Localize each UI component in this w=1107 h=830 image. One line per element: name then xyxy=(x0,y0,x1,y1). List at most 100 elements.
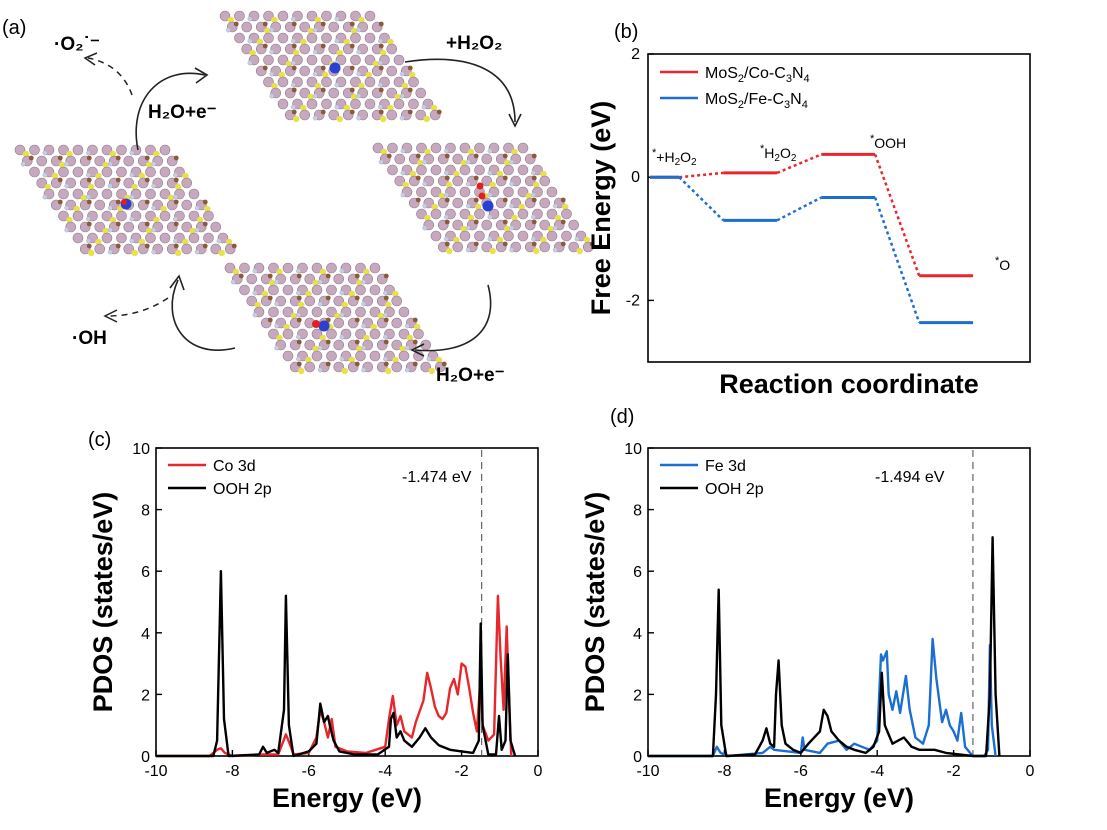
s-atom xyxy=(409,71,416,79)
mo-atom xyxy=(326,284,337,296)
panel-b-plot-area xyxy=(650,152,974,325)
s-atom xyxy=(278,71,285,79)
pdos-series-1 xyxy=(648,637,997,758)
c-atom xyxy=(325,339,331,345)
panel-a-label: (a) xyxy=(2,17,26,39)
mo-atom xyxy=(517,230,529,242)
mo-atom xyxy=(386,43,398,55)
c-atom xyxy=(473,197,479,203)
n-atom xyxy=(334,38,340,44)
mo-atom xyxy=(241,21,253,33)
x-tick-label: -4 xyxy=(378,763,392,780)
s-atom xyxy=(414,323,421,331)
c-atom xyxy=(560,219,566,225)
c-atom xyxy=(173,155,179,161)
n-atom xyxy=(296,268,301,274)
s-atom xyxy=(504,159,511,167)
s-atom xyxy=(182,172,189,180)
mo-atom xyxy=(304,339,316,351)
mo-atom xyxy=(304,273,316,285)
c-atom xyxy=(589,241,595,247)
c-atom xyxy=(173,199,179,205)
c-atom xyxy=(86,177,92,183)
c-atom xyxy=(173,243,179,249)
mo-atom xyxy=(321,98,332,110)
legend-label-fe: MoS2/Fe-C3N4 xyxy=(705,91,808,111)
c-atom xyxy=(202,221,208,227)
panel-c-ticks: -10 -8 -6 -4 -2 0 0 2 4 6 8 10 xyxy=(132,441,542,780)
mo-atom xyxy=(306,10,318,22)
n-atom xyxy=(334,82,340,88)
s-atom xyxy=(363,334,370,342)
s-atom xyxy=(182,238,189,246)
mo-atom xyxy=(306,98,318,110)
s-atom xyxy=(22,150,30,158)
s-atom xyxy=(269,279,276,287)
mo-atom xyxy=(321,76,332,88)
n-atom xyxy=(173,194,178,200)
n-atom xyxy=(274,279,280,285)
mo-atom xyxy=(369,284,381,296)
s-atom xyxy=(409,170,417,178)
h2o2-add-label: +H₂O₂ xyxy=(446,33,502,54)
mo-atom xyxy=(321,10,332,22)
n-atom xyxy=(86,150,91,156)
panel-b-free-energy-diagram: (b) -2 0 2 Reaction coordinate Free Energy… xyxy=(586,21,1031,399)
y-tick-label: 6 xyxy=(633,564,642,581)
n-atom xyxy=(378,38,383,44)
c-atom xyxy=(86,155,92,161)
n-atom xyxy=(86,216,91,222)
s-atom xyxy=(435,356,443,364)
superoxide-label: ·O₂˙⁻ xyxy=(54,34,100,55)
energy-connector xyxy=(776,196,822,222)
n-atom xyxy=(86,172,91,178)
s-atom xyxy=(496,170,504,178)
n-atom xyxy=(274,301,280,307)
pdos-series-2 xyxy=(156,570,517,758)
n-atom xyxy=(129,172,135,178)
s-atom xyxy=(88,249,95,257)
mo-atom xyxy=(420,361,432,373)
mo-atom xyxy=(299,87,311,99)
mo-atom xyxy=(430,186,442,198)
n-atom xyxy=(86,194,91,200)
superoxide-arrowhead xyxy=(83,52,98,66)
o-atom xyxy=(312,320,320,328)
mo-atom xyxy=(282,350,294,362)
n-atom xyxy=(129,194,135,200)
n-atom xyxy=(356,49,362,55)
mo-atom xyxy=(386,87,398,99)
mo-atom xyxy=(145,188,156,200)
legend-label-co: MoS2/Co-C3N4 xyxy=(705,65,810,85)
c-atom xyxy=(57,177,63,183)
mo-atom xyxy=(391,317,403,329)
c-atom xyxy=(291,109,297,115)
metal-site-atom xyxy=(329,62,341,74)
c-atom xyxy=(378,65,384,71)
mo-atom xyxy=(539,197,551,209)
mo-atom xyxy=(481,153,493,165)
n-atom xyxy=(173,238,178,244)
c-atom xyxy=(233,21,239,27)
c-atom xyxy=(296,361,302,367)
s-atom xyxy=(307,27,314,35)
mo-atom xyxy=(101,166,113,178)
mo-atom xyxy=(408,98,419,110)
n-atom xyxy=(400,170,406,176)
mo-atom xyxy=(391,295,403,307)
panel-b-x-axis-title: Reaction coordinate xyxy=(719,369,979,399)
mo-atom xyxy=(328,109,340,121)
c-atom xyxy=(354,361,360,367)
panel-d-plot-area xyxy=(648,450,1001,758)
mo-atom xyxy=(326,328,337,340)
n-atom xyxy=(129,150,135,156)
o-atom xyxy=(121,199,127,205)
s-atom xyxy=(307,93,314,101)
n-atom xyxy=(151,183,157,189)
mo-atom xyxy=(326,306,337,318)
mo-atom xyxy=(539,241,551,253)
n-atom xyxy=(269,93,275,99)
s-atom xyxy=(314,82,322,90)
cycle-arrow-top-left xyxy=(135,72,206,151)
n-atom xyxy=(151,205,157,211)
